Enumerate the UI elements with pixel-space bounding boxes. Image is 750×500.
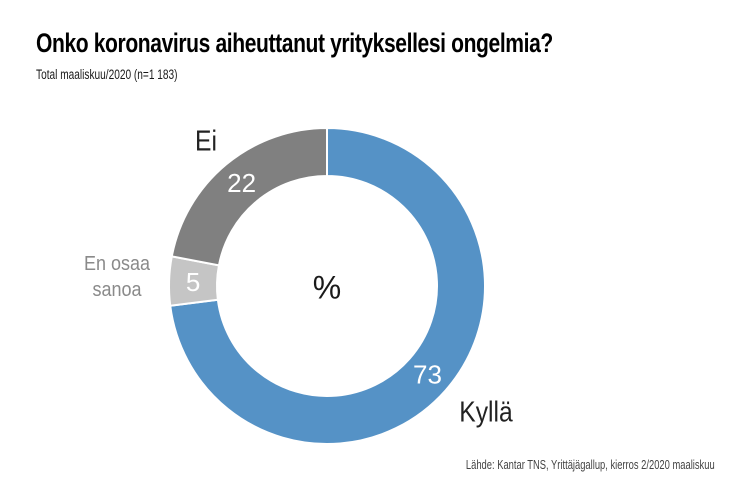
- slice-value-label: 5: [186, 267, 200, 297]
- chart-subtitle: Total maaliskuu/2020 (n=1 183): [36, 67, 178, 82]
- donut-slice: [170, 126, 328, 267]
- donut-slice: [169, 126, 487, 445]
- slice-value-label: 73: [413, 360, 442, 390]
- chart-title: Onko koronavirus aiheuttanut yritykselle…: [36, 28, 553, 58]
- donut-center-unit-label: %: [312, 269, 342, 306]
- source-note: Lähde: Kantar TNS, Yrittäjägallup, kierr…: [466, 458, 715, 472]
- slice-label-en-osaa-sanoa: En osaa sanoa: [83, 253, 151, 301]
- slice-label-ei: Ei: [195, 125, 217, 158]
- slice-value-label: 22: [227, 168, 256, 198]
- slice-label-kylla: Kyllä: [459, 396, 513, 429]
